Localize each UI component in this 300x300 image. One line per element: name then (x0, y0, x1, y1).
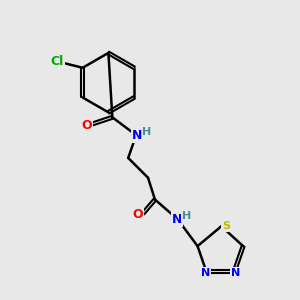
Text: S: S (222, 221, 230, 231)
Text: O: O (81, 119, 92, 132)
Text: N: N (132, 129, 142, 142)
Text: H: H (142, 127, 152, 137)
Text: O: O (133, 208, 143, 221)
Text: N: N (201, 268, 210, 278)
Text: H: H (182, 212, 191, 221)
Text: Cl: Cl (50, 55, 64, 68)
Text: N: N (231, 268, 240, 278)
Text: N: N (172, 213, 182, 226)
